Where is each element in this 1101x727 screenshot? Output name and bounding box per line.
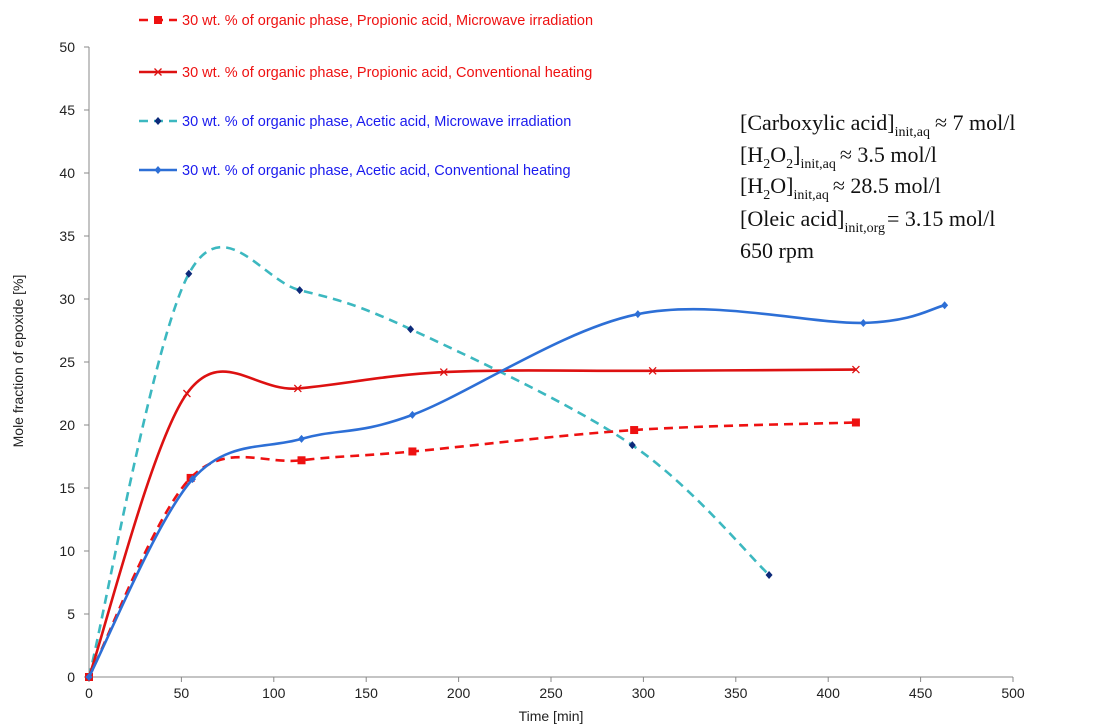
legend-label: 30 wt. % of organic phase, Propionic aci… [182,65,592,81]
series-3 [85,245,773,681]
annotation-line-rpm: 650 rpm [740,238,814,263]
annotation-line-h2o: [H2O]init,aq ≈ 28.5 mol/l [740,173,941,203]
data-point [765,570,773,579]
series-layer [85,245,949,681]
legend: 30 wt. % of organic phase, Propionic aci… [139,13,593,179]
conditions-annotation: [Carboxylic acid]init,aq ≈ 7 mol/l [H2O2]… [740,110,1015,263]
y-tick-label: 45 [59,102,75,118]
data-point [408,447,417,456]
series-line [87,368,856,678]
legend-marker [154,117,162,125]
legend-entry-3: 30 wt. % of organic phase, Acetic acid, … [139,114,571,130]
series-2 [85,365,860,681]
x-tick-label: 400 [817,685,841,701]
data-point [648,366,657,375]
annotation-line-oleic: [Oleic acid]init,org= 3.15 mol/l [740,206,995,236]
legend-label: 30 wt. % of organic phase, Acetic acid, … [182,163,571,179]
legend-entry-2: 30 wt. % of organic phase, Propionic aci… [139,65,592,81]
data-point [293,384,302,393]
series-4 [85,301,949,681]
legend-entry-1: 30 wt. % of organic phase, Propionic aci… [139,13,593,29]
y-tick-label: 10 [59,543,75,559]
data-point [185,269,193,278]
annotation-line-h2o2: [H2O2]init,aq ≈ 3.5 mol/l [740,142,937,172]
x-tick-label: 500 [1001,685,1025,701]
data-point [182,389,191,398]
legend-label: 30 wt. % of organic phase, Propionic aci… [182,13,593,29]
x-tick-label: 50 [174,685,190,701]
x-tick-label: 350 [724,685,748,701]
data-point [628,441,636,450]
y-tick-label: 35 [59,228,75,244]
data-point [408,410,416,419]
y-tick-label: 0 [67,669,75,685]
data-point [297,456,306,465]
series-line [87,421,856,678]
legend-label: 30 wt. % of organic phase, Acetic acid, … [182,114,571,130]
data-point [298,434,306,443]
y-tick-label: 20 [59,417,75,433]
y-tick-label: 30 [59,291,75,307]
data-point [941,301,949,310]
x-tick-label: 100 [262,685,286,701]
data-point [407,325,415,334]
data-point [634,310,642,319]
x-tick-label: 450 [909,685,933,701]
series-line [87,304,945,678]
x-tick-label: 250 [539,685,563,701]
legend-marker [154,16,162,24]
data-point [296,286,304,295]
data-point [859,318,867,327]
data-point [851,365,860,374]
y-tick-label: 5 [67,606,75,622]
y-tick-label: 50 [59,39,75,55]
data-point [630,426,639,435]
y-tick-label: 40 [59,165,75,181]
x-tick-label: 300 [632,685,656,701]
y-tick-label: 15 [59,480,75,496]
data-point [85,673,93,681]
annotation-line-carboxylic: [Carboxylic acid]init,aq ≈ 7 mol/l [740,110,1015,140]
data-point [188,475,196,484]
x-tick-label: 150 [355,685,379,701]
y-tick-label: 25 [59,354,75,370]
axes: 0 50 100 150 200 250 300 350 400 450 500 0 5 10 15 20 25… [59,39,1024,701]
x-axis-title: Time [min] [519,708,584,724]
legend-entry-4: 30 wt. % of organic phase, Acetic acid, … [139,163,571,179]
legend-marker [154,68,162,76]
y-axis-title: Mole fraction of epoxide [%] [10,275,26,448]
series-line [87,245,770,678]
legend-marker [154,166,162,174]
data-point [851,418,860,427]
data-point [439,368,448,377]
x-tick-label: 200 [447,685,471,701]
x-tick-label: 0 [85,685,93,701]
